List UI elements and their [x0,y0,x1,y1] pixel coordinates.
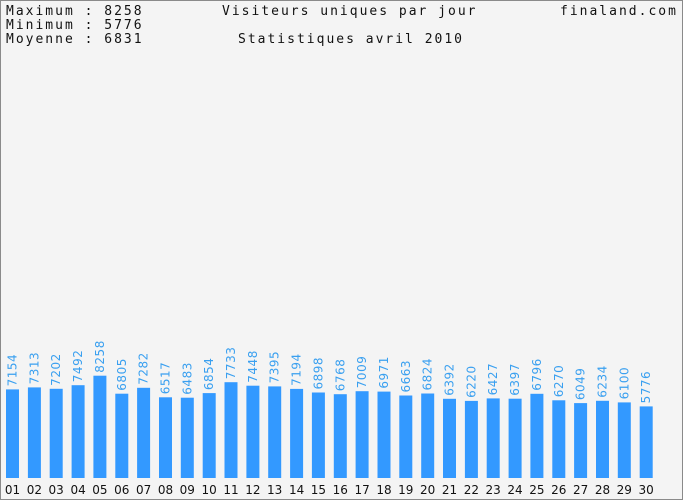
bar-30 [639,406,653,478]
bar-value-label: 6392 [443,363,457,396]
x-tick-label: 13 [267,483,282,497]
x-tick-label: 11 [223,483,238,497]
bar-16 [333,394,347,478]
chart-subtitle: Statistiques avril 2010 [238,32,465,47]
x-tick-label: 12 [245,483,260,497]
bar-value-label: 6049 [574,368,588,401]
x-tick-label: 24 [507,483,522,497]
bar-value-label: 7194 [290,353,304,386]
x-tick-label: 23 [486,483,501,497]
x-tick-label: 14 [289,483,304,497]
bar-25 [530,393,544,478]
bar-value-label: 7733 [224,347,238,380]
chart-title: Visiteurs uniques par jour [222,4,478,19]
x-tick-label: 28 [595,483,610,497]
bar-value-label: 6898 [311,357,325,390]
bar-value-label: 7154 [6,354,20,387]
bar-03 [49,388,63,478]
bar-01 [6,389,19,478]
bar-value-label: 6427 [486,363,500,396]
x-tick-label: 22 [464,483,479,497]
bar-value-label: 7202 [49,353,63,386]
max-label: Maximum : 8258 [6,4,144,19]
x-tick-label: 17 [354,483,369,497]
bar-value-label: 8258 [93,340,107,373]
bar-23 [486,398,500,478]
bar-18 [377,391,391,478]
bar-15 [311,392,325,478]
bar-value-label: 6100 [617,367,631,400]
bar-24 [508,398,522,478]
x-tick-label: 16 [333,483,348,497]
bar-12 [246,385,260,478]
x-tick-label: 03 [49,483,64,497]
bar-10 [202,393,216,478]
x-tick-label: 06 [114,483,129,497]
bar-19 [399,395,413,478]
x-tick-label: 20 [420,483,435,497]
bar-value-label: 6854 [202,358,216,391]
bar-22 [464,400,478,478]
x-tick-label: 10 [202,483,217,497]
x-tick-label: 25 [529,483,544,497]
x-tick-label: 02 [27,483,42,497]
bar-11 [224,382,238,478]
bar-value-label: 6663 [399,360,413,393]
bar-27 [574,403,588,478]
bar-value-label: 7395 [268,351,282,384]
bar-05 [93,375,107,478]
bar-17 [355,391,369,478]
bar-value-label: 7492 [71,350,85,383]
bar-value-label: 6517 [159,362,173,395]
bar-value-label: 5776 [639,371,653,404]
x-tick-label: 29 [617,483,632,497]
bar-value-label: 6768 [333,359,347,392]
bar-02 [27,387,41,478]
avg-label: Moyenne : 6831 [6,32,144,47]
x-tick-label: 01 [5,483,20,497]
bar-08 [159,397,172,478]
bar-value-label: 6805 [115,358,129,391]
bar-29 [617,402,631,478]
bar-value-label: 7282 [137,352,151,385]
x-tick-label: 26 [551,483,566,497]
x-tick-label: 30 [639,483,654,497]
bar-value-label: 6270 [552,365,566,398]
x-tick-label: 19 [398,483,413,497]
bar-07 [137,387,151,478]
min-label: Minimum : 5776 [6,18,144,33]
x-tick-label: 04 [70,483,85,497]
bar-04 [71,385,85,478]
bar-value-label: 6796 [530,358,544,391]
x-tick-label: 27 [573,483,588,497]
bar-value-label: 7313 [27,352,41,385]
x-tick-label: 05 [92,483,107,497]
x-tick-label: 09 [180,483,195,497]
bar-value-label: 6483 [180,362,194,395]
site-name: finaland.com [560,4,678,19]
bar-value-label: 7009 [355,356,369,389]
bar-09 [180,397,194,478]
bar-value-label: 7448 [246,350,260,383]
bar-13 [268,386,282,478]
bar-value-label: 6220 [464,365,478,398]
x-tick-label: 08 [158,483,173,497]
bar-14 [290,388,304,478]
bar-21 [443,398,456,478]
bar-value-label: 6824 [421,358,435,391]
bar-20 [421,393,435,478]
bar-06 [115,393,129,478]
x-tick-label: 18 [376,483,391,497]
x-tick-label: 15 [311,483,326,497]
bar-value-label: 6397 [508,363,522,396]
bar-value-label: 6234 [596,365,610,398]
bar-value-label: 6971 [377,356,391,389]
bar-26 [552,400,566,478]
x-tick-label: 07 [136,483,151,497]
x-tick-label: 21 [442,483,457,497]
bar-28 [596,400,609,478]
